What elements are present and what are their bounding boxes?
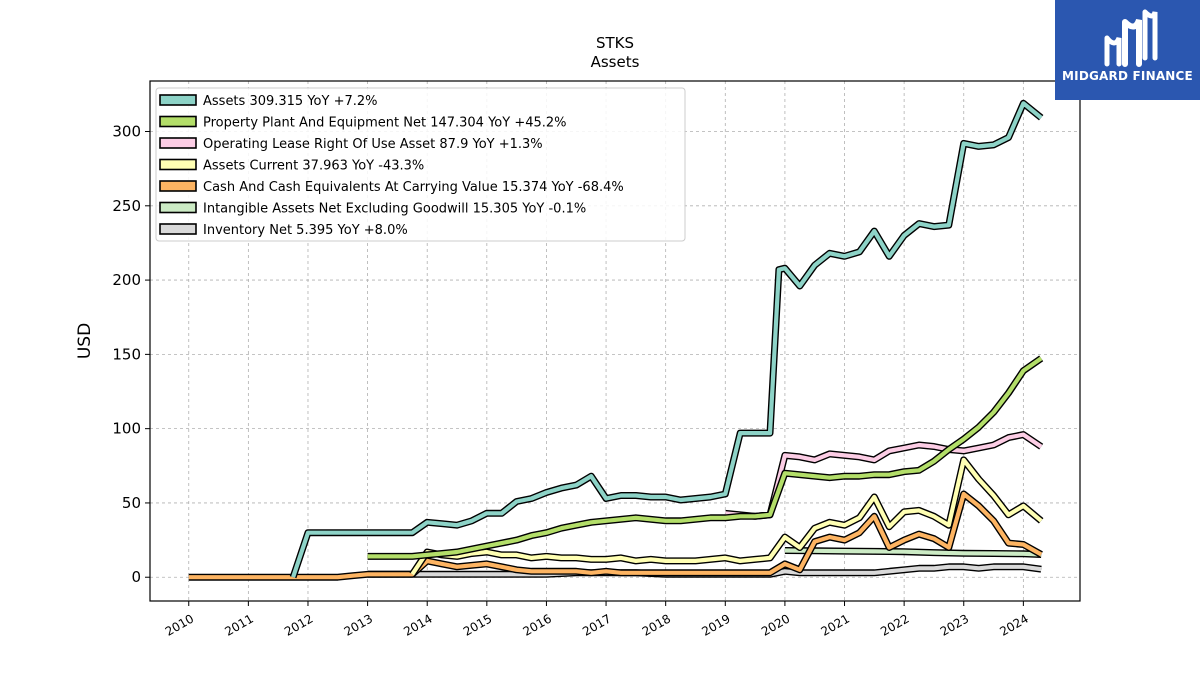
y-axis-label: USD bbox=[75, 323, 95, 359]
x-tick-label: 2023 bbox=[938, 611, 971, 638]
legend-entry: Cash And Cash Equivalents At Carrying Va… bbox=[203, 180, 624, 195]
chart-subtitle: Assets bbox=[591, 53, 640, 71]
x-tick-label: 2021 bbox=[819, 611, 852, 638]
y-tick-label: 100 bbox=[112, 420, 141, 438]
x-axis-ticks: 2010 2011 2012 2013 2014 2015 2016 2017 2018 2019… bbox=[163, 601, 1031, 639]
x-tick-label: 2015 bbox=[461, 611, 494, 638]
y-tick-label: 250 bbox=[112, 197, 141, 215]
legend-entry: Property Plant And Equipment Net 147.304… bbox=[203, 116, 567, 131]
x-tick-label: 2019 bbox=[699, 611, 732, 638]
legend-swatch bbox=[159, 115, 197, 128]
series-assets bbox=[289, 99, 1044, 579]
x-tick-label: 2024 bbox=[997, 611, 1030, 638]
brand-name: MIDGARD FINANCE bbox=[1062, 69, 1193, 83]
x-tick-label: 2012 bbox=[282, 611, 315, 638]
series-lines bbox=[188, 99, 1044, 581]
legend-box bbox=[155, 87, 686, 242]
y-tick-label: 150 bbox=[112, 345, 141, 363]
y-tick-label: 300 bbox=[112, 123, 141, 141]
y-tick-label: 50 bbox=[122, 494, 141, 512]
series-cash-and-cash-equivalents-at-carrying-value bbox=[188, 490, 1043, 581]
x-tick-label: 2022 bbox=[878, 611, 911, 638]
series-line bbox=[291, 101, 1043, 578]
chart-title: STKS bbox=[596, 34, 634, 52]
legend-entry: Inventory Net 5.395 YoY +8.0% bbox=[203, 223, 408, 238]
x-tick-label: 2010 bbox=[163, 611, 196, 638]
plot-frame bbox=[149, 80, 1081, 602]
legend-swatch bbox=[159, 223, 197, 235]
legend-entry: Assets 309.315 YoY +7.2% bbox=[203, 94, 378, 109]
x-tick-label: 2014 bbox=[401, 611, 434, 638]
y-tick-label: 200 bbox=[112, 271, 141, 289]
legend-entry: Assets Current 37.963 YoY -43.3% bbox=[203, 159, 424, 174]
legend: Assets 309.315 YoY +7.2% Property Plant A… bbox=[155, 87, 686, 242]
x-tick-label: 2018 bbox=[640, 611, 673, 638]
x-tick-label: 2011 bbox=[222, 611, 255, 638]
legend-swatch bbox=[159, 158, 197, 171]
series-property-plant-and-equipment-net bbox=[367, 355, 1044, 560]
x-tick-label: 2013 bbox=[342, 611, 375, 638]
brand-mark-icon bbox=[1104, 9, 1158, 67]
legend-entry: Intangible Assets Net Excluding Goodwill… bbox=[203, 202, 586, 217]
brand-logo: MIDGARD FINANCE bbox=[1055, 0, 1200, 100]
x-tick-label: 2020 bbox=[759, 611, 792, 638]
series-line bbox=[784, 548, 1042, 557]
legend-swatch bbox=[159, 94, 197, 106]
y-axis-ticks: 0 50 100 150 200 250 300 bbox=[112, 123, 150, 586]
legend-entry: Operating Lease Right Of Use Asset 87.9 … bbox=[203, 137, 543, 152]
x-tick-label: 2016 bbox=[520, 611, 553, 638]
legend-swatch bbox=[159, 180, 197, 192]
y-tick-label: 0 bbox=[131, 568, 141, 586]
series-assets-current bbox=[409, 456, 1044, 577]
x-tick-label: 2017 bbox=[580, 611, 613, 638]
series-line bbox=[410, 457, 1043, 576]
series-intangible-assets-net-excluding-goodwill bbox=[784, 547, 1042, 558]
series-line bbox=[188, 491, 1043, 580]
legend-swatch bbox=[159, 201, 197, 214]
legend-swatch bbox=[159, 137, 197, 149]
series-line bbox=[367, 356, 1043, 559]
